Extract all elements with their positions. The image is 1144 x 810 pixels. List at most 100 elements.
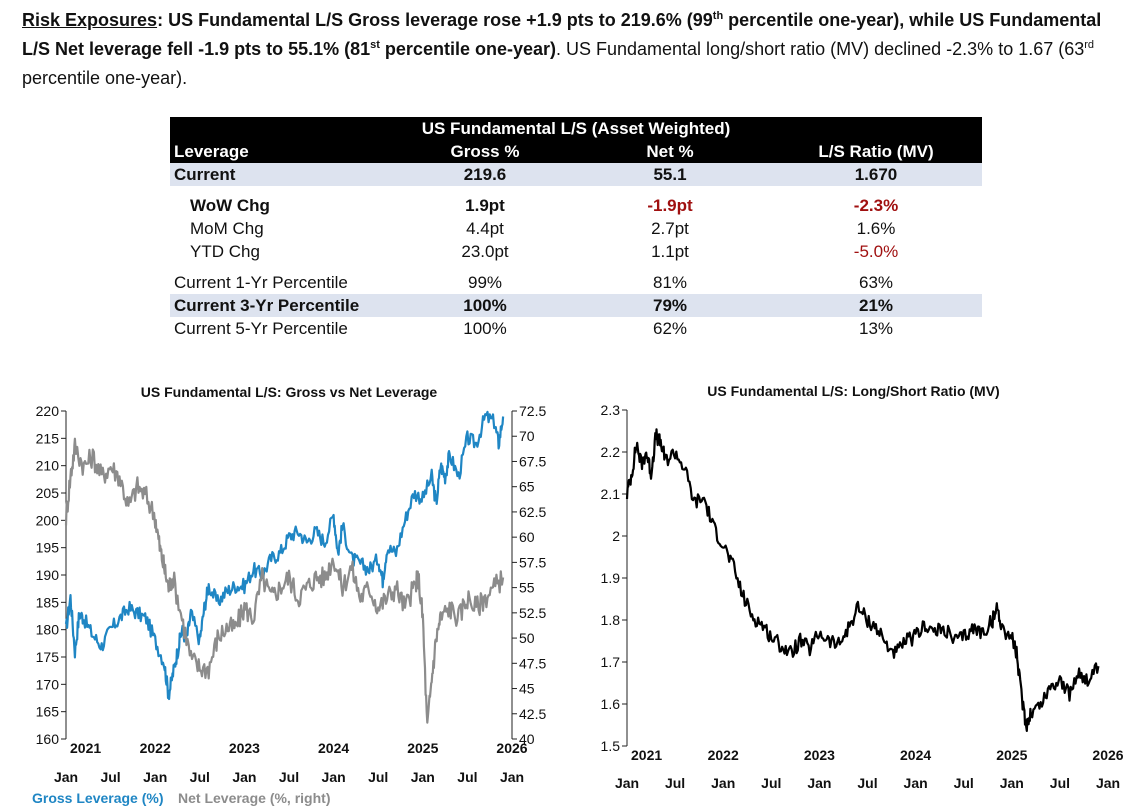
month-label-1-7: Jul — [954, 775, 974, 791]
y-tick-label-0-6: 190 — [36, 567, 60, 583]
month-label-0-10: Jan — [500, 769, 524, 785]
month-label-1-9: Jul — [1050, 775, 1070, 791]
y-tick-label-0-7: 185 — [36, 594, 60, 610]
y-tick-label-0-5: 195 — [36, 540, 60, 556]
headline-plain-2: percentile one-year). — [22, 68, 188, 88]
month-label-0-2: Jan — [143, 769, 167, 785]
row-p5-gross: 100% — [463, 319, 507, 338]
row-p3-gross: 100% — [400, 294, 570, 317]
table-header-ratio: L/S Ratio (MV) — [770, 140, 982, 163]
row-p1-ratio: 63% — [858, 273, 894, 292]
row-wow-label: WoW Chg — [190, 196, 270, 215]
row-wow-ratio: -2.3% — [853, 196, 899, 215]
y2-tick-label-0-6: 57.5 — [519, 554, 546, 570]
y2-tick-label-0-7: 55 — [519, 580, 535, 596]
row-current-ratio: 1.670 — [770, 163, 982, 186]
table-header-gross: Gross % — [400, 140, 570, 163]
table-header-net: Net % — [570, 140, 770, 163]
row-mom-net: 2.7pt — [651, 219, 689, 238]
row-current-net: 55.1 — [570, 163, 770, 186]
row-p3-label: Current 3-Yr Percentile — [170, 294, 400, 317]
table-row-ytd: YTD Chg 23.0pt 1.1pt -5.0% — [170, 240, 982, 263]
exposure-table: US Fundamental L/S (Asset Weighted) Leve… — [170, 117, 982, 340]
row-ytd-ratio: -5.0% — [853, 242, 899, 261]
y-tick-label-0-10: 170 — [36, 676, 60, 692]
row-p1-label: Current 1-Yr Percentile — [174, 273, 348, 292]
row-mom-gross: 4.4pt — [466, 219, 504, 238]
y-tick-label-0-0: 220 — [36, 403, 60, 419]
headline-bold-3: percentile one-year) — [379, 39, 556, 59]
y2-tick-label-0-8: 52.5 — [519, 605, 546, 621]
y-tick-label-1-5: 1.8 — [601, 612, 621, 628]
month-label-1-6: Jan — [904, 775, 928, 791]
y2-tick-label-0-10: 47.5 — [519, 655, 546, 671]
month-label-1-0: Jan — [615, 775, 639, 791]
row-p5-label: Current 5-Yr Percentile — [174, 319, 348, 338]
year-label-1-4: 2025 — [996, 747, 1027, 763]
year-label-0-3: 2024 — [318, 740, 349, 756]
row-wow-net: -1.9pt — [647, 196, 693, 215]
month-label-0-4: Jan — [232, 769, 256, 785]
y-tick-label-0-11: 165 — [36, 704, 60, 720]
row-ytd-net: 1.1pt — [651, 242, 689, 261]
y2-tick-label-0-13: 40 — [519, 731, 535, 747]
y-tick-label-0-3: 205 — [36, 485, 60, 501]
row-p3-net: 79% — [570, 294, 770, 317]
month-label-0-1: Jul — [100, 769, 120, 785]
legend-entry-0-0: Gross Leverage (%) — [32, 790, 164, 806]
headline-label: Risk Exposures — [22, 10, 158, 30]
month-label-0-8: Jan — [411, 769, 435, 785]
month-label-1-2: Jan — [711, 775, 735, 791]
y-tick-label-0-9: 175 — [36, 649, 60, 665]
row-mom-label: MoM Chg — [190, 219, 264, 238]
y-tick-label-1-3: 2 — [612, 528, 620, 544]
y2-tick-label-0-2: 67.5 — [519, 453, 546, 469]
year-label-1-5: 2026 — [1092, 747, 1123, 763]
table-row-pct-5yr: Current 5-Yr Percentile 100% 62% 13% — [170, 317, 982, 340]
y-tick-label-1-8: 1.5 — [601, 738, 621, 754]
headline-plain-1: . US Fundamental long/short ratio (MV) d… — [555, 39, 1085, 59]
table-title: US Fundamental L/S (Asset Weighted) — [170, 117, 982, 140]
y-tick-label-1-6: 1.7 — [601, 654, 621, 670]
series-line-0-0 — [64, 410, 505, 701]
legend-entry-0-1: Net Leverage (%, right) — [178, 790, 330, 806]
y-tick-label-1-4: 1.9 — [601, 570, 621, 586]
row-current-gross: 219.6 — [400, 163, 570, 186]
row-ytd-gross: 23.0pt — [461, 242, 509, 261]
headline-sup-1: th — [712, 10, 724, 22]
y2-tick-label-0-11: 45 — [519, 681, 535, 697]
y2-tick-label-0-1: 70 — [519, 428, 535, 444]
row-mom-ratio: 1.6% — [856, 219, 896, 238]
y-tick-label-0-8: 180 — [36, 622, 60, 638]
month-label-0-7: Jul — [368, 769, 388, 785]
y-tick-label-1-2: 2.1 — [601, 486, 621, 502]
month-label-1-10: Jan — [1096, 775, 1120, 791]
month-label-0-5: Jul — [279, 769, 299, 785]
chart-title-1: US Fundamental L/S: Long/Short Ratio (MV… — [707, 383, 999, 399]
month-label-1-1: Jul — [665, 775, 685, 791]
row-p1-gross: 99% — [467, 273, 503, 292]
y-tick-label-1-0: 2.3 — [601, 402, 621, 418]
year-label-0-0: 2021 — [70, 740, 101, 756]
y-tick-label-1-1: 2.2 — [601, 444, 621, 460]
row-p1-net: 81% — [652, 273, 688, 292]
series-line-1-0 — [625, 428, 1100, 732]
year-label-1-2: 2023 — [804, 747, 835, 763]
year-label-0-1: 2022 — [140, 740, 171, 756]
y2-tick-label-0-12: 42.5 — [519, 706, 546, 722]
headline-bold-1: US Fundamental L/S Gross leverage rose +… — [163, 10, 713, 30]
month-label-0-0: Jan — [54, 769, 78, 785]
row-ytd-label: YTD Chg — [190, 242, 260, 261]
headline-colon: : — [157, 10, 164, 30]
table-row-pct-1yr: Current 1-Yr Percentile 99% 81% 63% — [170, 271, 982, 294]
headline-sup-3: rd — [1084, 39, 1095, 51]
table-row-wow: WoW Chg 1.9pt -1.9pt -2.3% — [170, 194, 982, 217]
y-tick-label-0-12: 160 — [36, 731, 60, 747]
chart-0: US Fundamental L/S: Gross vs Net Leverag… — [32, 384, 546, 806]
y-tick-label-0-1: 215 — [36, 430, 60, 446]
y2-tick-label-0-3: 65 — [519, 479, 535, 495]
y2-tick-label-0-0: 72.5 — [519, 403, 546, 419]
table-header-leverage: Leverage — [170, 140, 400, 163]
row-wow-gross: 1.9pt — [465, 196, 505, 215]
series-line-0-1 — [64, 437, 505, 724]
